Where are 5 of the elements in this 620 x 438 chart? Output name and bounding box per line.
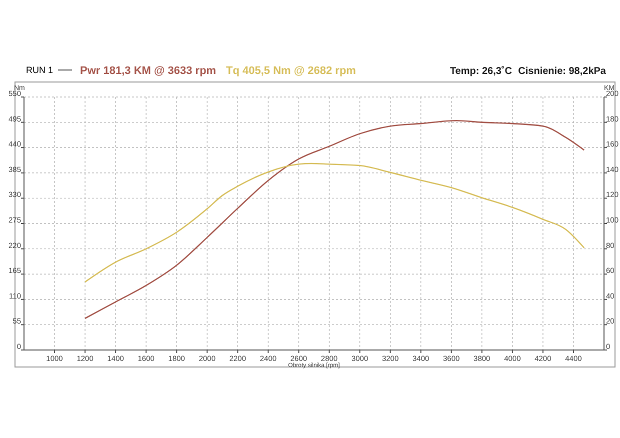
text: Tq 405,5 Nm @ 2682 rpm [226,65,356,77]
legend-title: RUN 1 [26,65,54,75]
text: Temp: 26,3˚C [450,65,512,77]
text: Pwr 181,3 KM @ 3633 rpm [80,65,216,77]
text: Cisnienie: 98,2kPa [518,66,606,77]
